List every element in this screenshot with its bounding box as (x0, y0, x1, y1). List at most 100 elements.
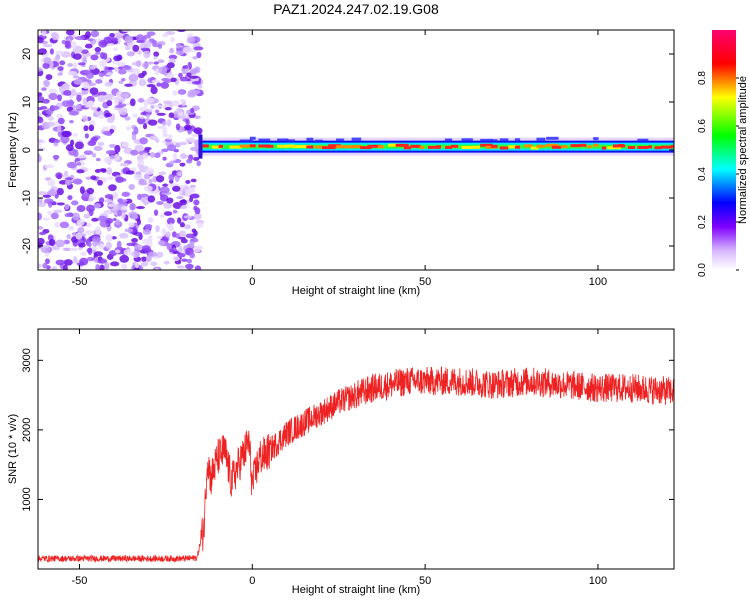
noise-speckle (142, 228, 152, 235)
signal-spread (277, 138, 289, 142)
noise-speckle (183, 215, 193, 219)
noise-speckle (166, 119, 172, 127)
signal-spread (351, 137, 362, 141)
noise-speckle (77, 62, 86, 66)
noise-speckle (177, 89, 187, 95)
noise-speckle (162, 127, 168, 135)
noise-speckle (82, 56, 88, 65)
noise-speckle (76, 154, 87, 159)
signal-spread (593, 137, 599, 141)
noise-speckle (170, 37, 175, 43)
noise-speckle (106, 100, 113, 107)
noise-speckle (179, 230, 186, 238)
noise-speckle (154, 267, 160, 270)
noise-speckle (128, 184, 136, 191)
noise-speckle (117, 69, 127, 75)
noise-speckle (148, 178, 153, 185)
spectrogram-x-ticks: -50 0 50 100 (72, 30, 607, 288)
noise-speckle (104, 93, 114, 101)
signal-burst (461, 146, 473, 150)
noise-speckle (42, 194, 52, 198)
noise-speckle (180, 199, 187, 206)
noise-speckle (54, 50, 65, 55)
noise-speckle (56, 187, 64, 196)
noise-speckle (71, 41, 77, 50)
noise-speckle (73, 256, 78, 264)
noise-speckle (104, 112, 113, 118)
noise-speckle (38, 154, 41, 162)
noise-speckle (51, 32, 60, 41)
noise-speckle (133, 174, 143, 181)
noise-speckle (196, 222, 204, 229)
noise-speckle (124, 83, 133, 87)
snr-series-line (38, 366, 674, 564)
noise-speckle (43, 79, 50, 88)
noise-speckle (98, 40, 108, 48)
noise-speckle (95, 226, 101, 235)
noise-speckle (124, 45, 131, 51)
noise-speckle (193, 127, 203, 135)
noise-speckle (49, 48, 54, 55)
noise-speckle (41, 87, 47, 91)
noise-speckle (121, 192, 130, 197)
signal-burst (499, 146, 509, 150)
noise-speckle (44, 198, 54, 204)
noise-speckle (74, 92, 84, 97)
noise-speckle (114, 104, 124, 109)
noise-speckle (95, 157, 101, 162)
y-tick-label: -10 (21, 190, 33, 206)
noise-speckle (72, 75, 80, 79)
signal-burst (472, 145, 480, 149)
noise-speckle (99, 60, 107, 68)
noise-speckle (136, 193, 142, 201)
noise-speckle (177, 217, 182, 224)
noise-speckle (86, 187, 95, 195)
colorbar: 0.0 0.2 0.4 0.6 0.8 Normalized spectral ampl… (697, 30, 749, 277)
noise-speckle (159, 194, 169, 202)
noise-speckle (190, 193, 200, 199)
noise-speckle (80, 49, 89, 54)
noise-speckle (133, 267, 140, 270)
noise-speckle (98, 215, 107, 222)
noise-speckle (191, 80, 201, 85)
noise-speckle (44, 164, 55, 169)
signal-burst (580, 143, 587, 147)
noise-speckle (65, 30, 75, 36)
noise-speckle (84, 43, 93, 49)
noise-speckle (162, 133, 169, 138)
noise-speckle (115, 176, 125, 183)
noise-speckle (175, 50, 184, 56)
noise-speckle (91, 217, 99, 222)
noise-speckle (92, 240, 98, 247)
noise-speckle (179, 222, 185, 228)
noise-speckle (122, 142, 130, 148)
noise-speckle (151, 79, 161, 84)
noise-speckle (158, 171, 167, 176)
noise-speckle (56, 202, 65, 206)
noise-speckle (104, 217, 114, 224)
noise-speckle (70, 200, 79, 206)
noise-speckle (147, 217, 154, 224)
noise-speckle (105, 233, 113, 242)
noise-speckle (62, 247, 72, 252)
noise-speckle (186, 158, 193, 164)
signal-burst (530, 146, 539, 150)
signal-burst (410, 144, 421, 148)
noise-speckle (95, 79, 103, 84)
noise-speckle (45, 74, 53, 80)
noise-speckle (63, 259, 73, 266)
noise-speckle (163, 260, 170, 265)
signal-spread (637, 138, 649, 142)
noise-speckle (47, 116, 55, 121)
noise-speckle (68, 110, 79, 116)
noise-speckle (184, 188, 193, 196)
noise-speckle (176, 195, 184, 200)
noise-speckle (178, 141, 188, 146)
noise-speckle (154, 68, 160, 76)
y-tick-label: 2000 (21, 418, 33, 442)
noise-speckle (108, 143, 117, 149)
noise-speckle (74, 141, 84, 150)
noise-speckle (157, 240, 166, 246)
noise-speckle (133, 126, 139, 135)
noise-speckle (41, 40, 49, 45)
